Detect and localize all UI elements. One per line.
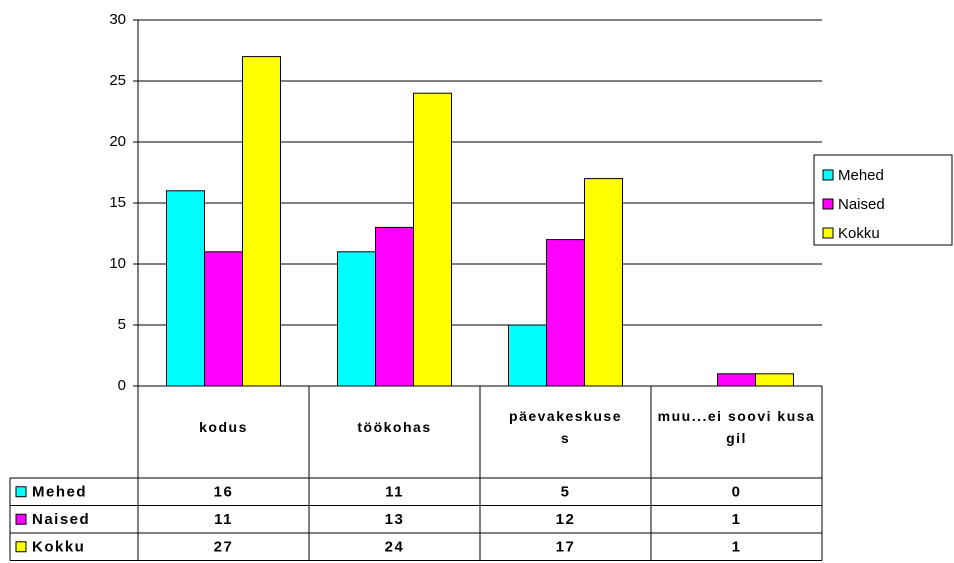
bar (204, 251, 243, 387)
bar (337, 251, 376, 387)
table-value: 16 (214, 484, 234, 501)
category-label: töökohas (357, 418, 432, 435)
legend-swatch (822, 169, 834, 181)
y-tick-label: 20 (109, 133, 126, 150)
table-row-label: Naised (32, 511, 90, 528)
table-row-label: Kokku (32, 539, 85, 556)
table-value: 13 (385, 511, 405, 528)
y-tick-label: 30 (109, 11, 126, 28)
bar (584, 178, 623, 387)
table-value: 11 (385, 484, 404, 501)
table-value: 1 (732, 539, 742, 556)
y-tick-label: 0 (118, 377, 126, 394)
bar (242, 56, 281, 387)
table-value: 24 (385, 539, 405, 556)
table-value: 17 (556, 539, 576, 556)
legend-swatch (15, 513, 27, 525)
table-value: 0 (732, 484, 742, 501)
table-row-label: Mehed (32, 484, 87, 501)
bar (717, 373, 756, 387)
table-value: 27 (214, 539, 234, 556)
bar (413, 92, 452, 387)
category-label: kodus (199, 418, 248, 435)
y-tick-label: 25 (109, 72, 126, 89)
y-tick-label: 5 (118, 316, 126, 333)
bar (755, 373, 794, 387)
category-label: muu...ei soovi kusagil (657, 407, 816, 446)
legend-swatch (822, 198, 834, 210)
bar (508, 324, 547, 387)
table-value: 12 (556, 511, 576, 528)
legend-label: Mehed (838, 167, 884, 184)
table-value: 1 (732, 511, 742, 528)
bar (546, 239, 585, 387)
legend-box (813, 154, 953, 246)
legend-label: Kokku (838, 225, 880, 242)
legend-swatch (15, 486, 27, 498)
legend-label: Naised (838, 196, 885, 213)
bar (166, 190, 205, 387)
y-tick-label: 10 (109, 255, 126, 272)
y-tick-label: 15 (109, 194, 126, 211)
bar (375, 226, 414, 387)
legend-swatch (15, 541, 27, 553)
category-label: päevakeskuses (509, 407, 622, 446)
table-value: 5 (561, 484, 571, 501)
table-value: 11 (214, 511, 233, 528)
legend-swatch (822, 227, 834, 239)
